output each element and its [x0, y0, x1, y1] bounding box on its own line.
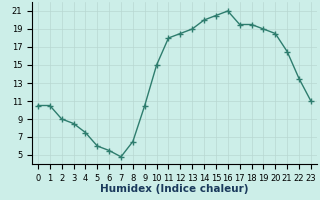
X-axis label: Humidex (Indice chaleur): Humidex (Indice chaleur) — [100, 184, 249, 194]
